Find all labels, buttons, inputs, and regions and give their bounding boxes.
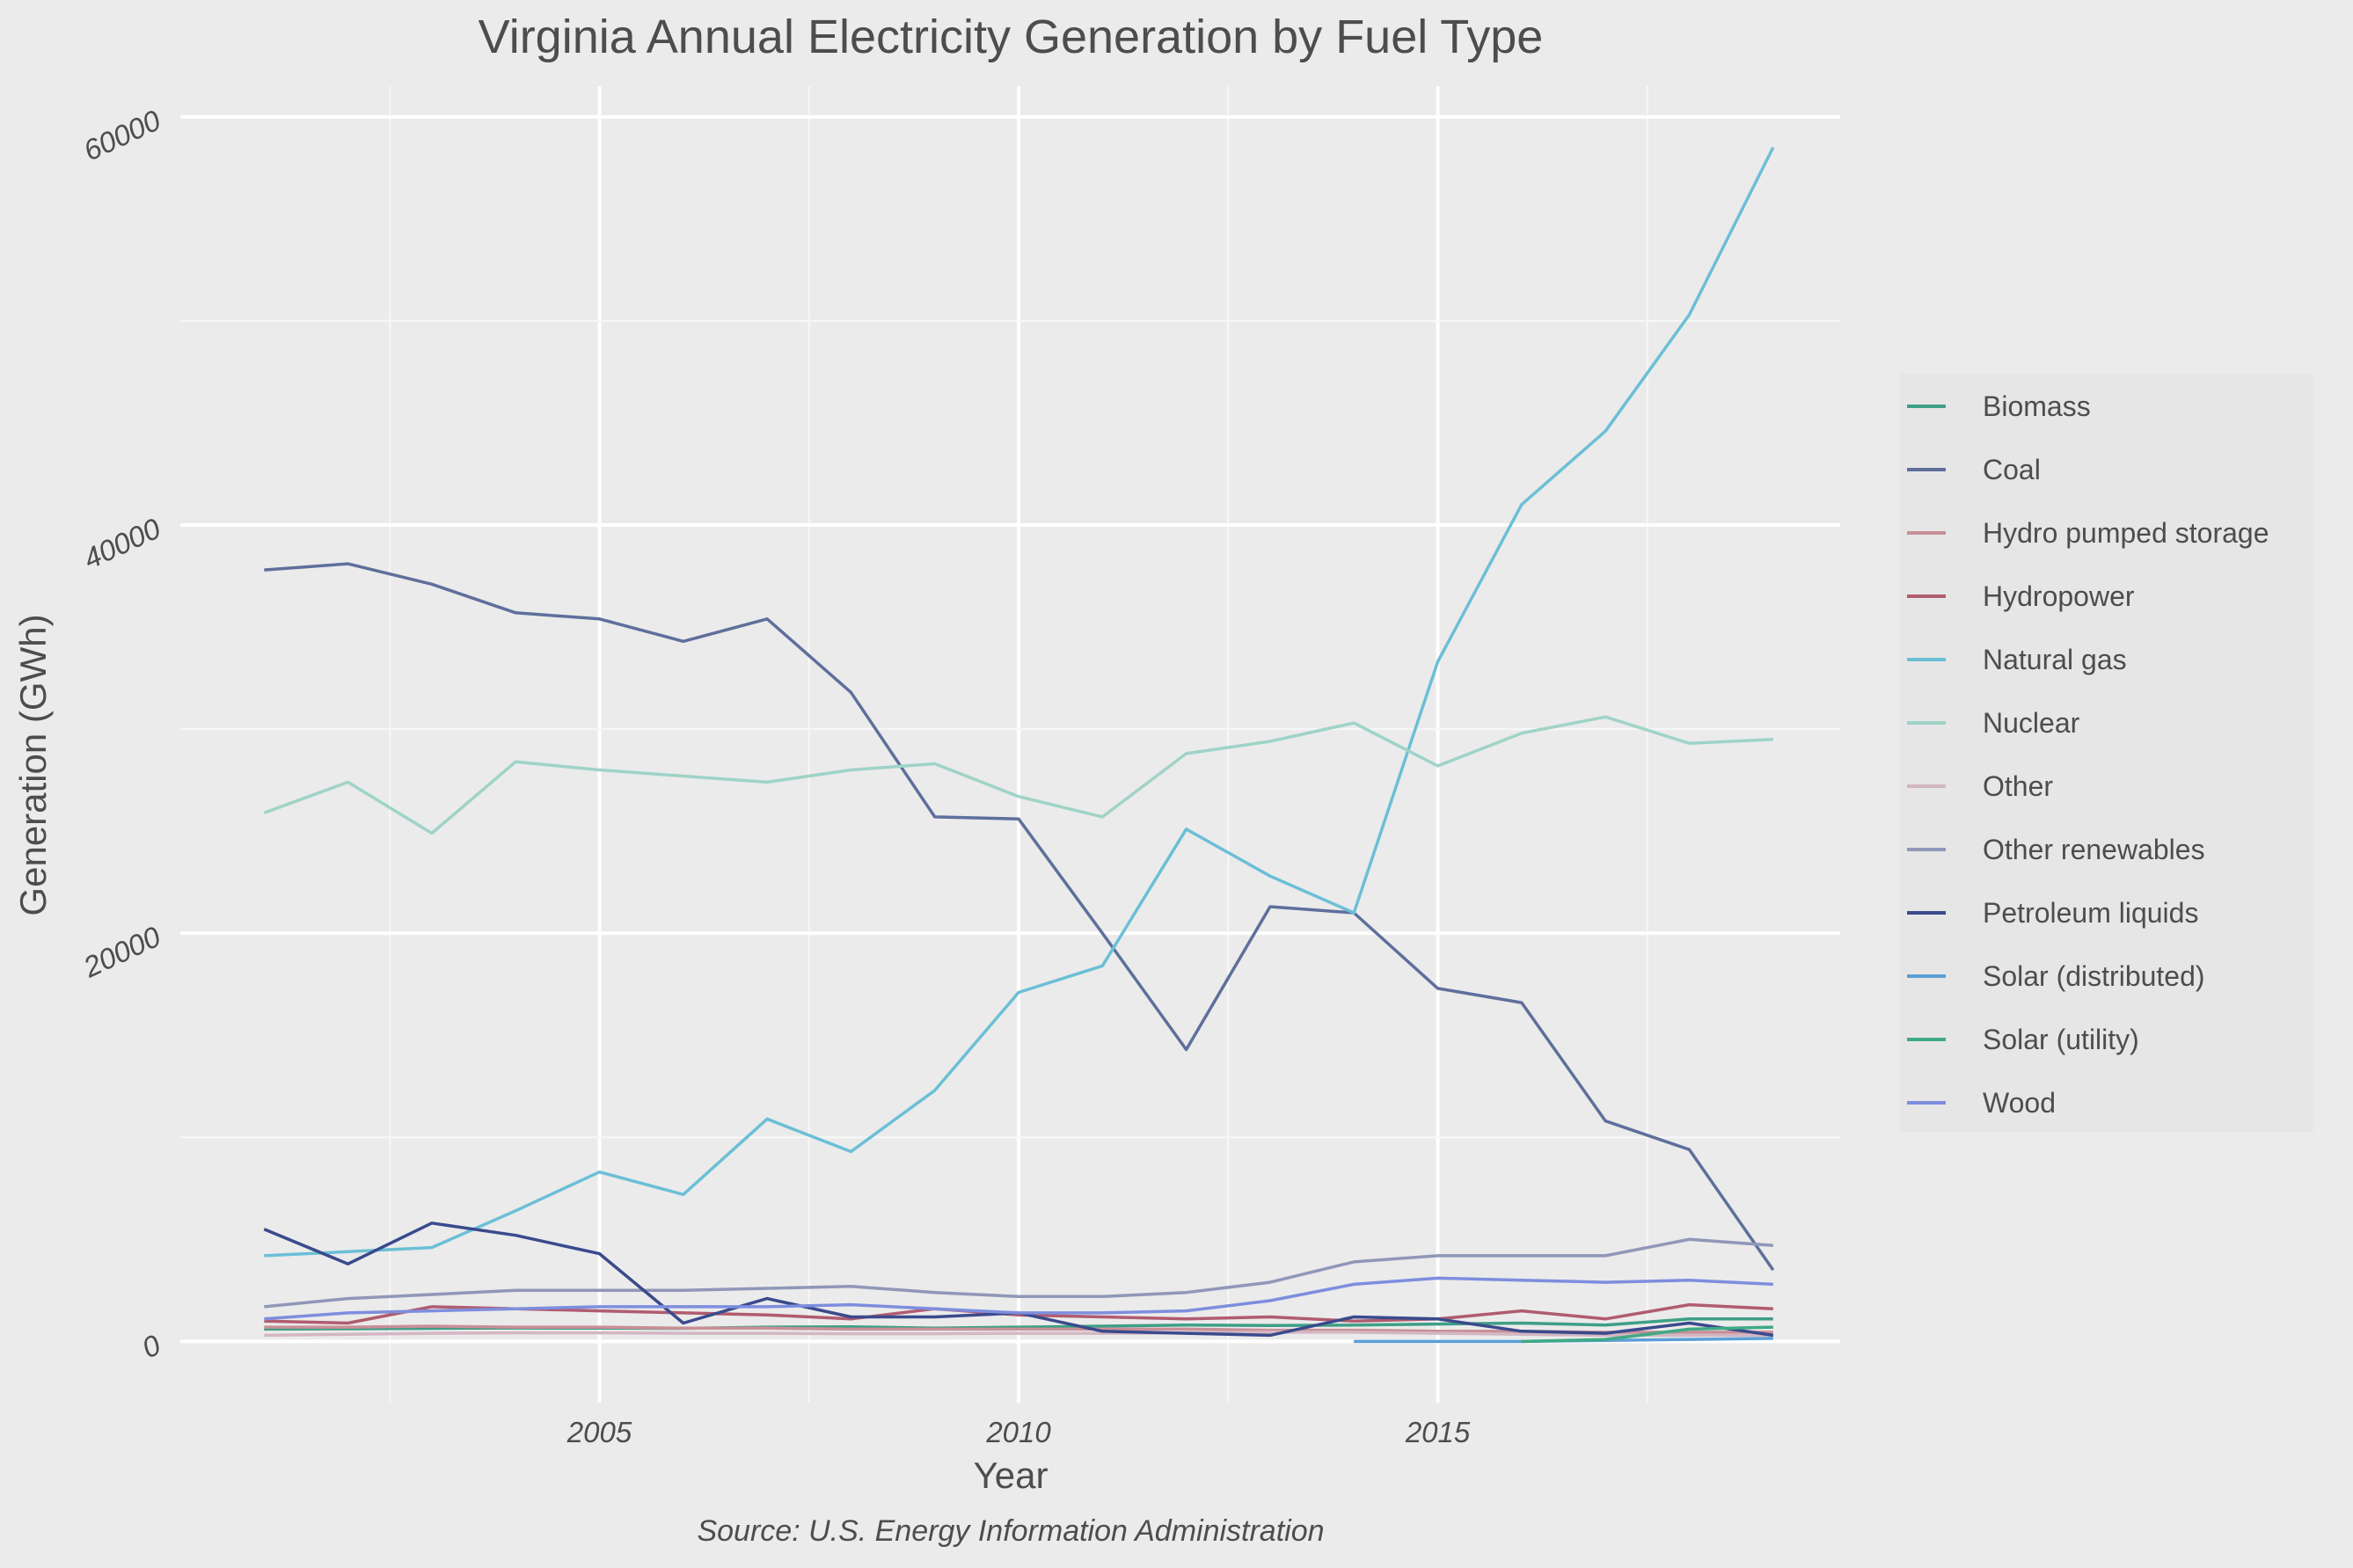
- legend-label-wood: Wood: [1983, 1087, 2056, 1119]
- legend-label-hydropower: Hydropower: [1983, 580, 2135, 612]
- x-tick-labels: 2005 2010 2015: [566, 1416, 1471, 1448]
- series-line-coal: [264, 562, 1775, 1272]
- series-line-solar-utility: [1521, 1325, 1773, 1344]
- legend-label-solar-utility: Solar (utility): [1983, 1024, 2139, 1055]
- chart-title: Virginia Annual Electricity Generation b…: [479, 11, 1544, 63]
- series-line-nuclear: [263, 715, 1773, 835]
- y-axis-title: Generation (GWh): [12, 614, 54, 915]
- legend-label-other: Other: [1983, 770, 2053, 802]
- legend-label-other-renewables: Other renewables: [1983, 834, 2205, 865]
- legend-label-natural-gas: Natural gas: [1983, 644, 2127, 675]
- legend: Biomass Coal Hydro pumped storage Hydropowe…: [1900, 374, 2313, 1132]
- legend-label-biomass: Biomass: [1983, 390, 2091, 422]
- x-tick-label: 2005: [566, 1416, 632, 1448]
- x-tick-label: 2010: [985, 1416, 1051, 1448]
- series-lines: [263, 146, 1775, 1344]
- x-axis-title: Year: [974, 1455, 1049, 1496]
- legend-label-petroleum-liquids: Petroleum liquids: [1983, 897, 2198, 929]
- x-tick-label: 2015: [1405, 1416, 1471, 1448]
- series-line-wood: [264, 1276, 1773, 1321]
- series-line-other: [264, 1331, 1773, 1338]
- series-line-other-renewables: [264, 1237, 1773, 1309]
- legend-background: [1900, 374, 2313, 1132]
- legend-label-coal: Coal: [1983, 454, 2041, 485]
- source-caption: Source: U.S. Energy Information Administ…: [697, 1514, 1324, 1548]
- legend-label-hydro-pumped-storage: Hydro pumped storage: [1983, 517, 2269, 549]
- legend-label-nuclear: Nuclear: [1983, 707, 2080, 739]
- legend-label-solar-distributed: Solar (distributed): [1983, 960, 2205, 992]
- series-line-natural-gas: [264, 146, 1775, 1258]
